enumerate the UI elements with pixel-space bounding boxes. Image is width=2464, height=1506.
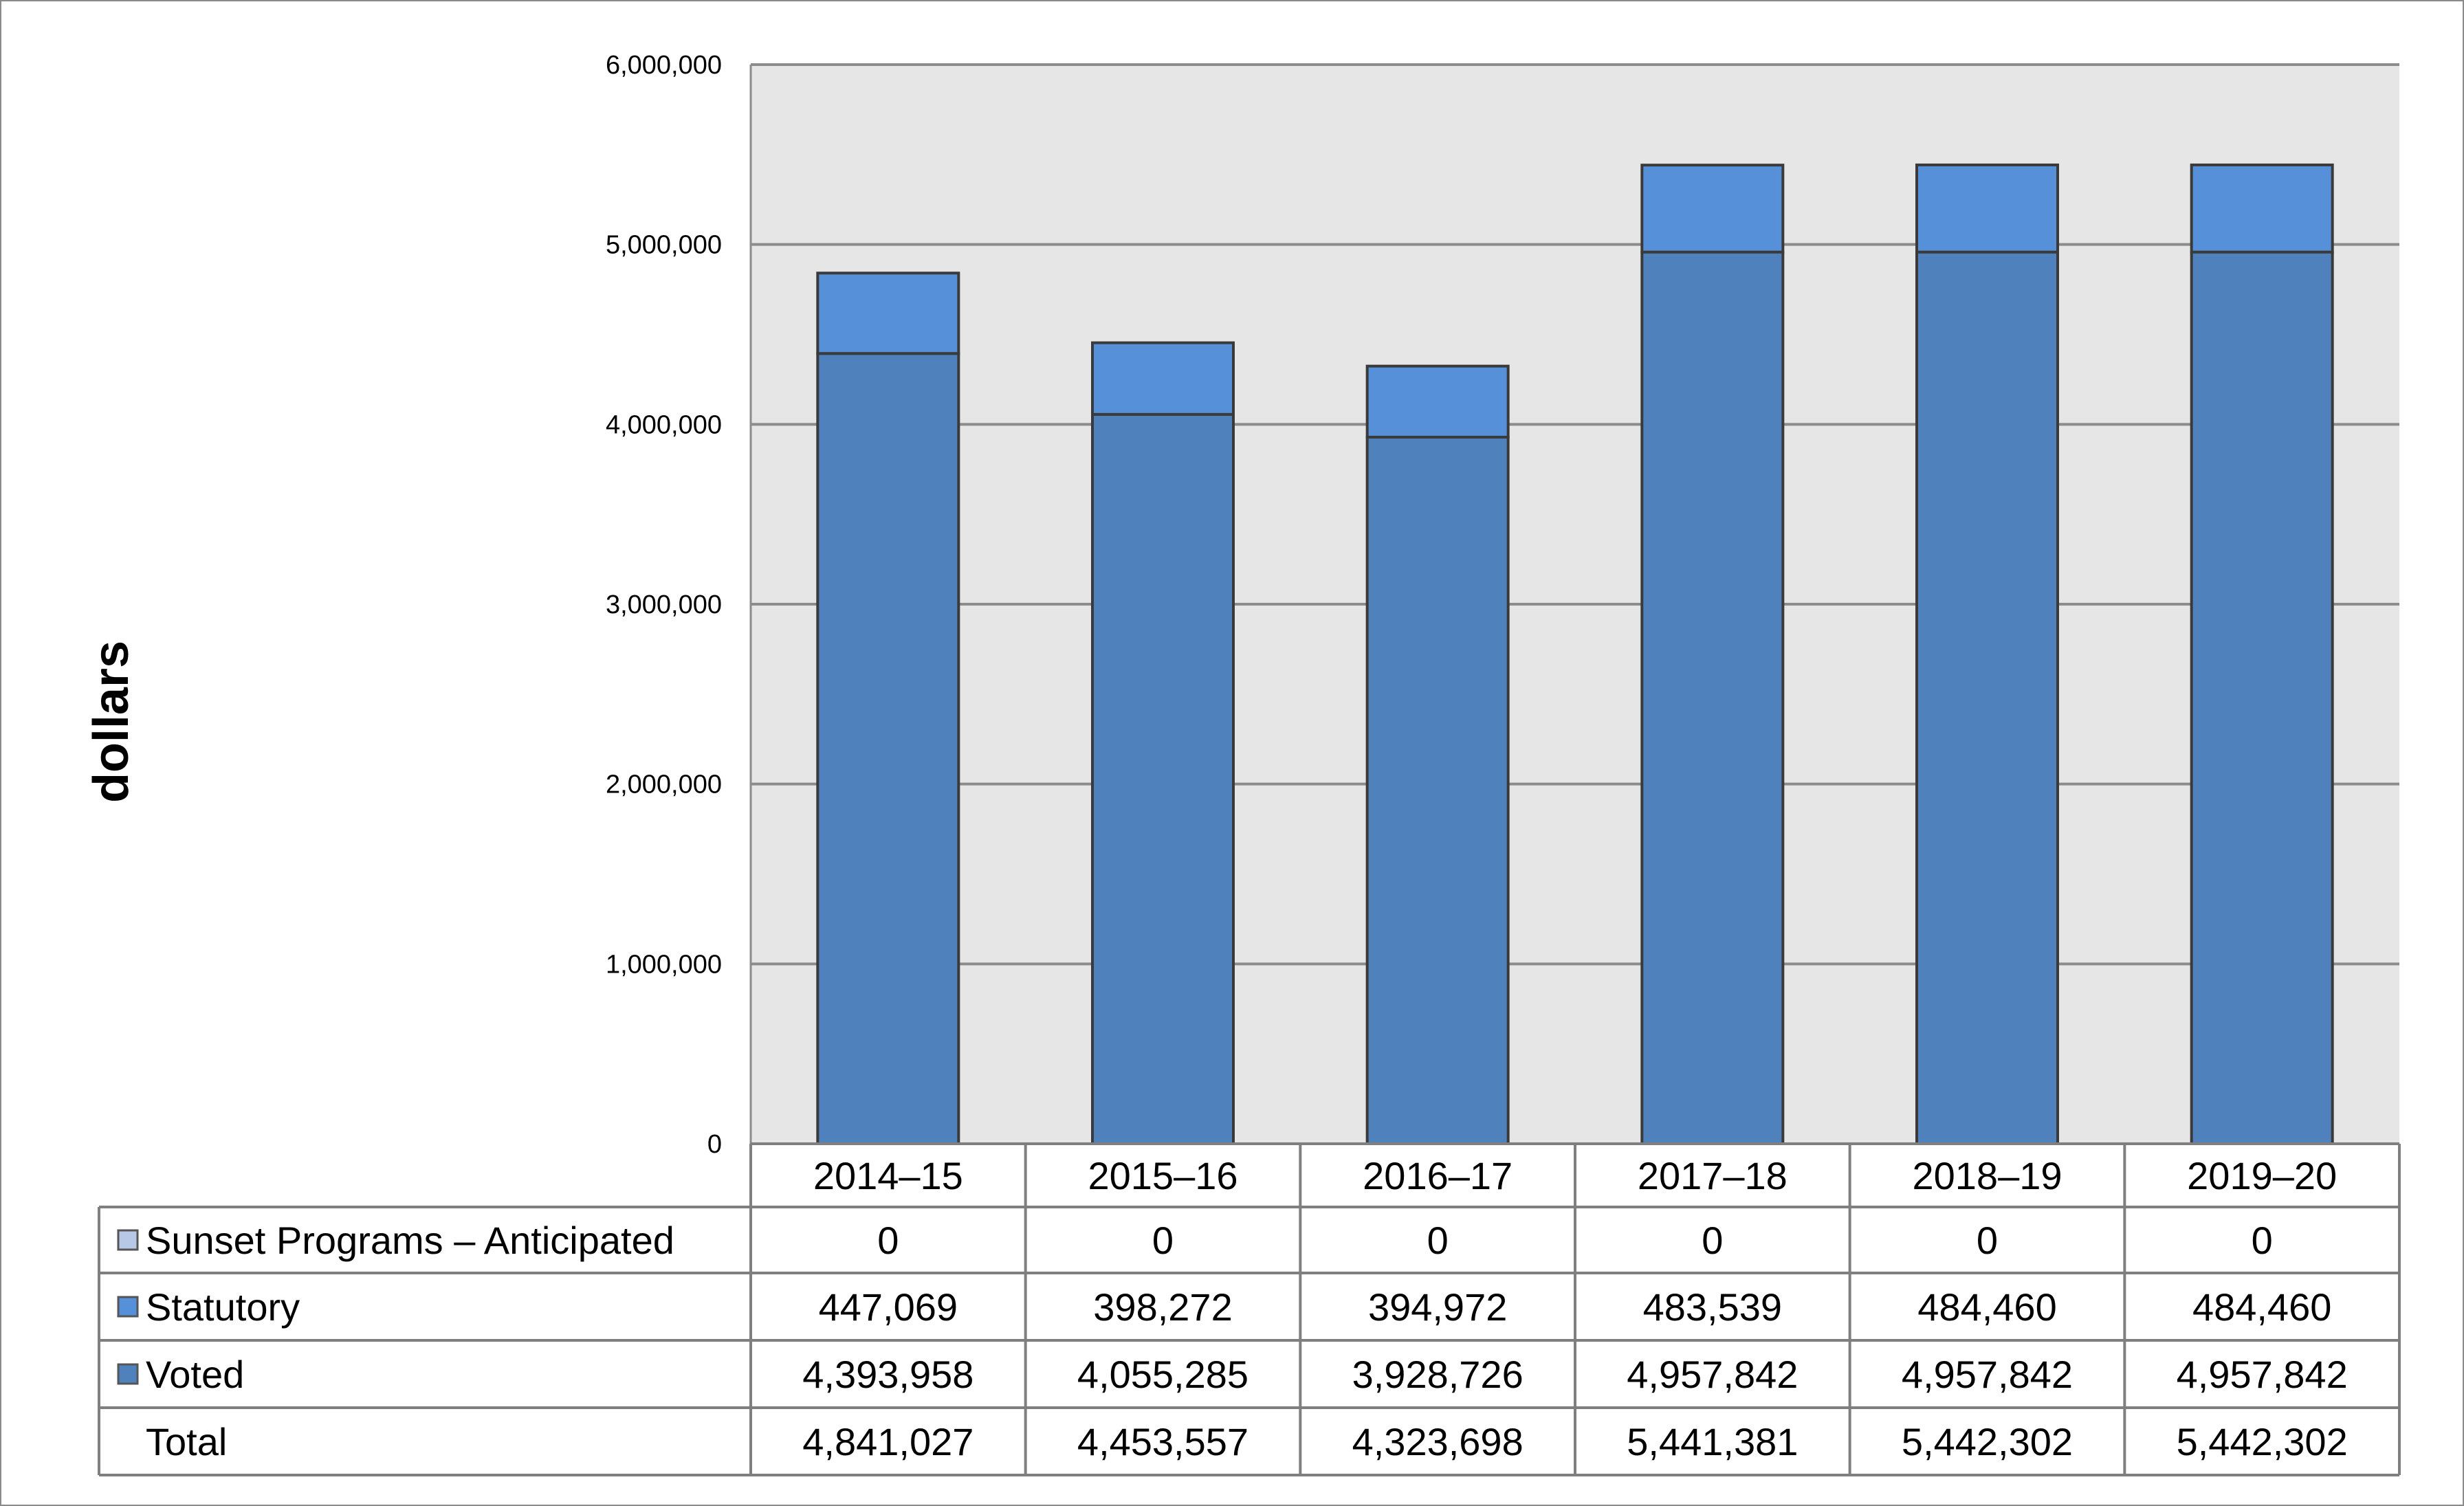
category-label: 2015–16: [1088, 1154, 1238, 1197]
bar-statutory: [816, 272, 960, 355]
table-cell-value: 5,442,302: [1902, 1420, 2073, 1463]
table-cell-value: 3,928,726: [1352, 1353, 1524, 1396]
bar-voted: [816, 352, 960, 1145]
gridlines: [749, 63, 2399, 1144]
category-label: 2014–15: [813, 1154, 963, 1197]
y-axis-title: dollars: [84, 641, 139, 803]
table-cell-value: 4,957,842: [1627, 1353, 1798, 1396]
table-cell-value: 0: [1977, 1219, 1998, 1262]
y-tick-label: 1,000,000: [606, 950, 722, 979]
bar-statutory: [1640, 164, 1785, 254]
table-cell-value: 4,393,958: [802, 1353, 974, 1396]
y-tick-label: 2,000,000: [606, 771, 722, 799]
bar-statutory: [1365, 364, 1510, 439]
table-cell-value: 4,055,285: [1077, 1353, 1248, 1396]
y-axis-tick-labels: 0 1,000,000 2,000,000 3,000,000 4,000,000 5,0…: [606, 51, 722, 1159]
row-label: Total: [146, 1420, 227, 1463]
table-cell-value: 0: [1702, 1219, 1723, 1262]
bar-voted: [2190, 250, 2334, 1145]
table-cell-value: 0: [2252, 1219, 2273, 1262]
category-label: 2017–18: [1638, 1154, 1788, 1197]
y-tick-label: 0: [707, 1130, 722, 1159]
bar-statutory: [1091, 341, 1235, 416]
bar-voted: [1640, 250, 1785, 1145]
table-cell-value: 5,442,302: [2177, 1420, 2348, 1463]
row-label: Sunset Programs – Anticipated: [146, 1219, 674, 1262]
category-label: 2019–20: [2187, 1154, 2337, 1197]
y-tick-label: 6,000,000: [606, 51, 722, 80]
table-cell-value: 0: [877, 1219, 899, 1262]
table-cell-value: 5,441,381: [1627, 1420, 1798, 1463]
table-cell-value: 4,323,698: [1352, 1420, 1524, 1463]
table-cell-value: 0: [1152, 1219, 1174, 1262]
table-cell-value: 4,957,842: [1902, 1353, 2073, 1396]
y-tick-label: 3,000,000: [606, 590, 722, 619]
legend-swatch: [117, 1296, 139, 1318]
category-label: 2016–17: [1363, 1154, 1512, 1197]
table-cell-value: 4,957,842: [2177, 1353, 2348, 1396]
table-cell-value: 398,272: [1093, 1285, 1232, 1329]
row-label: Statutory: [146, 1285, 300, 1329]
table-cell-value: 0: [1427, 1219, 1449, 1262]
table-cell-value: 447,069: [819, 1285, 958, 1329]
bar-statutory: [2190, 163, 2334, 254]
table-cell-value: 394,972: [1368, 1285, 1507, 1329]
table-cell-value: 483,539: [1643, 1285, 1782, 1329]
bar-voted: [1365, 435, 1510, 1145]
bar-voted: [1915, 250, 2059, 1145]
table-cell-value: 4,841,027: [802, 1420, 974, 1463]
legend-swatch: [117, 1363, 139, 1385]
table-cell-value: 484,460: [2192, 1285, 2331, 1329]
bar-voted: [1091, 412, 1235, 1145]
y-tick-label: 5,000,000: [606, 231, 722, 260]
legend-swatch: [117, 1229, 139, 1251]
y-tick-label: 4,000,000: [606, 410, 722, 439]
bars: [816, 163, 2334, 1145]
table-cell-value: 4,453,557: [1077, 1420, 1248, 1463]
table-cell-value: 484,460: [1917, 1285, 2056, 1329]
data-table: 2014–15 2015–16 2016–17 2017–18 2018–19 2019–…: [98, 1142, 2401, 1476]
category-label: 2018–19: [1912, 1154, 2062, 1197]
row-label: Voted: [146, 1353, 244, 1396]
bar-statutory: [1915, 163, 2059, 254]
